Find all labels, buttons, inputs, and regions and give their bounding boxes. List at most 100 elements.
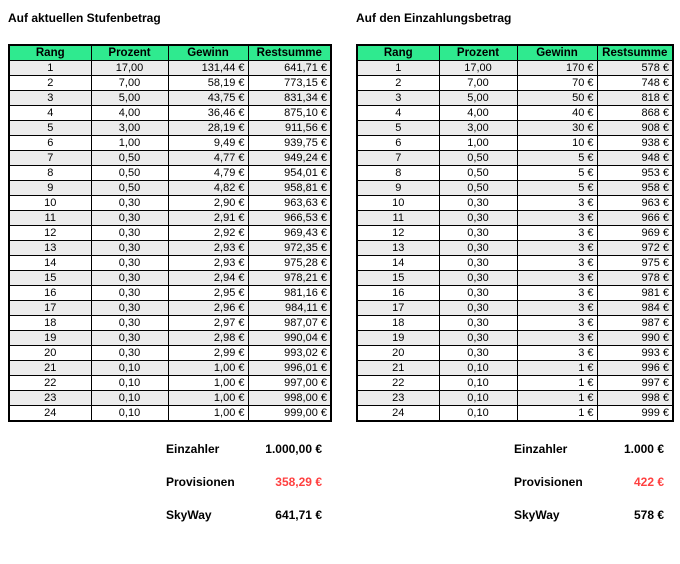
- gewinn-cell: 2,90 €: [167, 195, 249, 211]
- column-header-prozent: Prozent: [438, 44, 518, 61]
- restsumme-cell: 641,71 €: [247, 60, 332, 76]
- gewinn-cell: 1,00 €: [167, 405, 249, 422]
- gewinn-cell: 1 €: [516, 405, 598, 422]
- summary-row: SkyWay 641,71 €: [8, 508, 330, 524]
- rang-cell: 10: [8, 195, 92, 211]
- prozent-cell: 0,10: [90, 375, 169, 391]
- einzahlungsbetrag-table: Rang Prozent Gewinn Restsumme 1 17,00 170 €57…: [356, 44, 674, 422]
- table-row: 21 0,10 1 €996 €: [356, 360, 674, 376]
- table-row: 8 0,50 5 €953 €: [356, 165, 674, 181]
- prozent-cell: 0,30: [438, 210, 518, 226]
- rang-cell: 1: [8, 60, 92, 76]
- prozent-cell: 0,30: [90, 210, 169, 226]
- summary-einzahlungsbetrag: Einzahler 1.000 € Provisionen 422 € SkyWay 57…: [356, 442, 672, 524]
- prozent-cell: 0,30: [438, 300, 518, 316]
- table-row: 20 0,30 3 €993 €: [356, 345, 674, 361]
- restsumme-cell: 975 €: [596, 255, 674, 271]
- rang-cell: 11: [356, 210, 440, 226]
- gewinn-cell: 3 €: [516, 210, 598, 226]
- gewinn-cell: 2,91 €: [167, 210, 249, 226]
- table-row: 12 0,30 3 €969 €: [356, 225, 674, 241]
- restsumme-cell: 966,53 €: [247, 210, 332, 226]
- gewinn-cell: 2,92 €: [167, 225, 249, 241]
- header-row: Rang Prozent Gewinn Restsumme: [8, 44, 332, 61]
- restsumme-cell: 990 €: [596, 330, 674, 346]
- restsumme-cell: 958 €: [596, 180, 674, 196]
- prozent-cell: 0,30: [90, 255, 169, 271]
- rang-cell: 9: [8, 180, 92, 196]
- restsumme-cell: 958,81 €: [247, 180, 332, 196]
- rang-cell: 24: [8, 405, 92, 422]
- restsumme-cell: 990,04 €: [247, 330, 332, 346]
- restsumme-cell: 949,24 €: [247, 150, 332, 166]
- gewinn-cell: 3 €: [516, 300, 598, 316]
- restsumme-cell: 954,01 €: [247, 165, 332, 181]
- rang-cell: 23: [8, 390, 92, 406]
- rang-cell: 22: [8, 375, 92, 391]
- restsumme-cell: 997 €: [596, 375, 674, 391]
- rang-cell: 16: [8, 285, 92, 301]
- table-row: 23 0,10 1,00 €998,00 €: [8, 390, 332, 406]
- table-row: 16 0,30 2,95 €981,16 €: [8, 285, 332, 301]
- prozent-cell: 1,00: [90, 135, 169, 151]
- column-header-prozent: Prozent: [90, 44, 169, 61]
- gewinn-cell: 2,97 €: [167, 315, 249, 331]
- prozent-cell: 0,10: [438, 405, 518, 422]
- prozent-cell: 0,30: [438, 330, 518, 346]
- summary-label: Provisionen: [166, 475, 235, 489]
- gewinn-cell: 2,93 €: [167, 240, 249, 256]
- prozent-cell: 0,30: [438, 240, 518, 256]
- gewinn-cell: 2,93 €: [167, 255, 249, 271]
- summary-value: 1.000,00 €: [265, 442, 322, 456]
- prozent-cell: 0,50: [438, 180, 518, 196]
- prozent-cell: 3,00: [90, 120, 169, 136]
- table-row: 14 0,30 2,93 €975,28 €: [8, 255, 332, 271]
- restsumme-cell: 748 €: [596, 75, 674, 91]
- summary-row: Provisionen 358,29 €: [8, 475, 330, 491]
- rang-cell: 21: [356, 360, 440, 376]
- table-row: 15 0,30 2,94 €978,21 €: [8, 270, 332, 286]
- table-row: 23 0,10 1 €998 €: [356, 390, 674, 406]
- header-row: Rang Prozent Gewinn Restsumme: [356, 44, 674, 61]
- restsumme-cell: 987,07 €: [247, 315, 332, 331]
- gewinn-cell: 43,75 €: [167, 90, 249, 106]
- rang-cell: 16: [356, 285, 440, 301]
- gewinn-cell: 3 €: [516, 345, 598, 361]
- rang-cell: 7: [8, 150, 92, 166]
- gewinn-cell: 3 €: [516, 330, 598, 346]
- table-row: 3 5,00 43,75 €831,34 €: [8, 90, 332, 106]
- rang-cell: 6: [8, 135, 92, 151]
- prozent-cell: 0,30: [438, 315, 518, 331]
- panel-title-einzahlungsbetrag: Auf den Einzahlungsbetrag: [356, 11, 512, 25]
- gewinn-cell: 170 €: [516, 60, 598, 76]
- gewinn-cell: 1 €: [516, 375, 598, 391]
- restsumme-cell: 773,15 €: [247, 75, 332, 91]
- summary-row: SkyWay 578 €: [356, 508, 672, 524]
- prozent-cell: 0,30: [438, 225, 518, 241]
- gewinn-cell: 2,94 €: [167, 270, 249, 286]
- gewinn-cell: 2,99 €: [167, 345, 249, 361]
- rang-cell: 14: [8, 255, 92, 271]
- gewinn-cell: 9,49 €: [167, 135, 249, 151]
- rang-cell: 8: [8, 165, 92, 181]
- prozent-cell: 0,50: [438, 150, 518, 166]
- prozent-cell: 0,30: [438, 285, 518, 301]
- restsumme-cell: 981,16 €: [247, 285, 332, 301]
- table-row: 19 0,30 2,98 €990,04 €: [8, 330, 332, 346]
- prozent-cell: 0,30: [90, 285, 169, 301]
- restsumme-cell: 953 €: [596, 165, 674, 181]
- table-row: 9 0,50 5 €958 €: [356, 180, 674, 196]
- rang-cell: 11: [8, 210, 92, 226]
- rang-cell: 20: [356, 345, 440, 361]
- gewinn-cell: 3 €: [516, 270, 598, 286]
- table-row: 2 7,00 58,19 €773,15 €: [8, 75, 332, 91]
- prozent-cell: 0,50: [90, 180, 169, 196]
- gewinn-cell: 2,96 €: [167, 300, 249, 316]
- prozent-cell: 0,10: [438, 390, 518, 406]
- gewinn-cell: 1,00 €: [167, 375, 249, 391]
- rang-cell: 4: [8, 105, 92, 121]
- prozent-cell: 0,30: [90, 300, 169, 316]
- prozent-cell: 1,00: [438, 135, 518, 151]
- restsumme-cell: 938 €: [596, 135, 674, 151]
- rang-cell: 9: [356, 180, 440, 196]
